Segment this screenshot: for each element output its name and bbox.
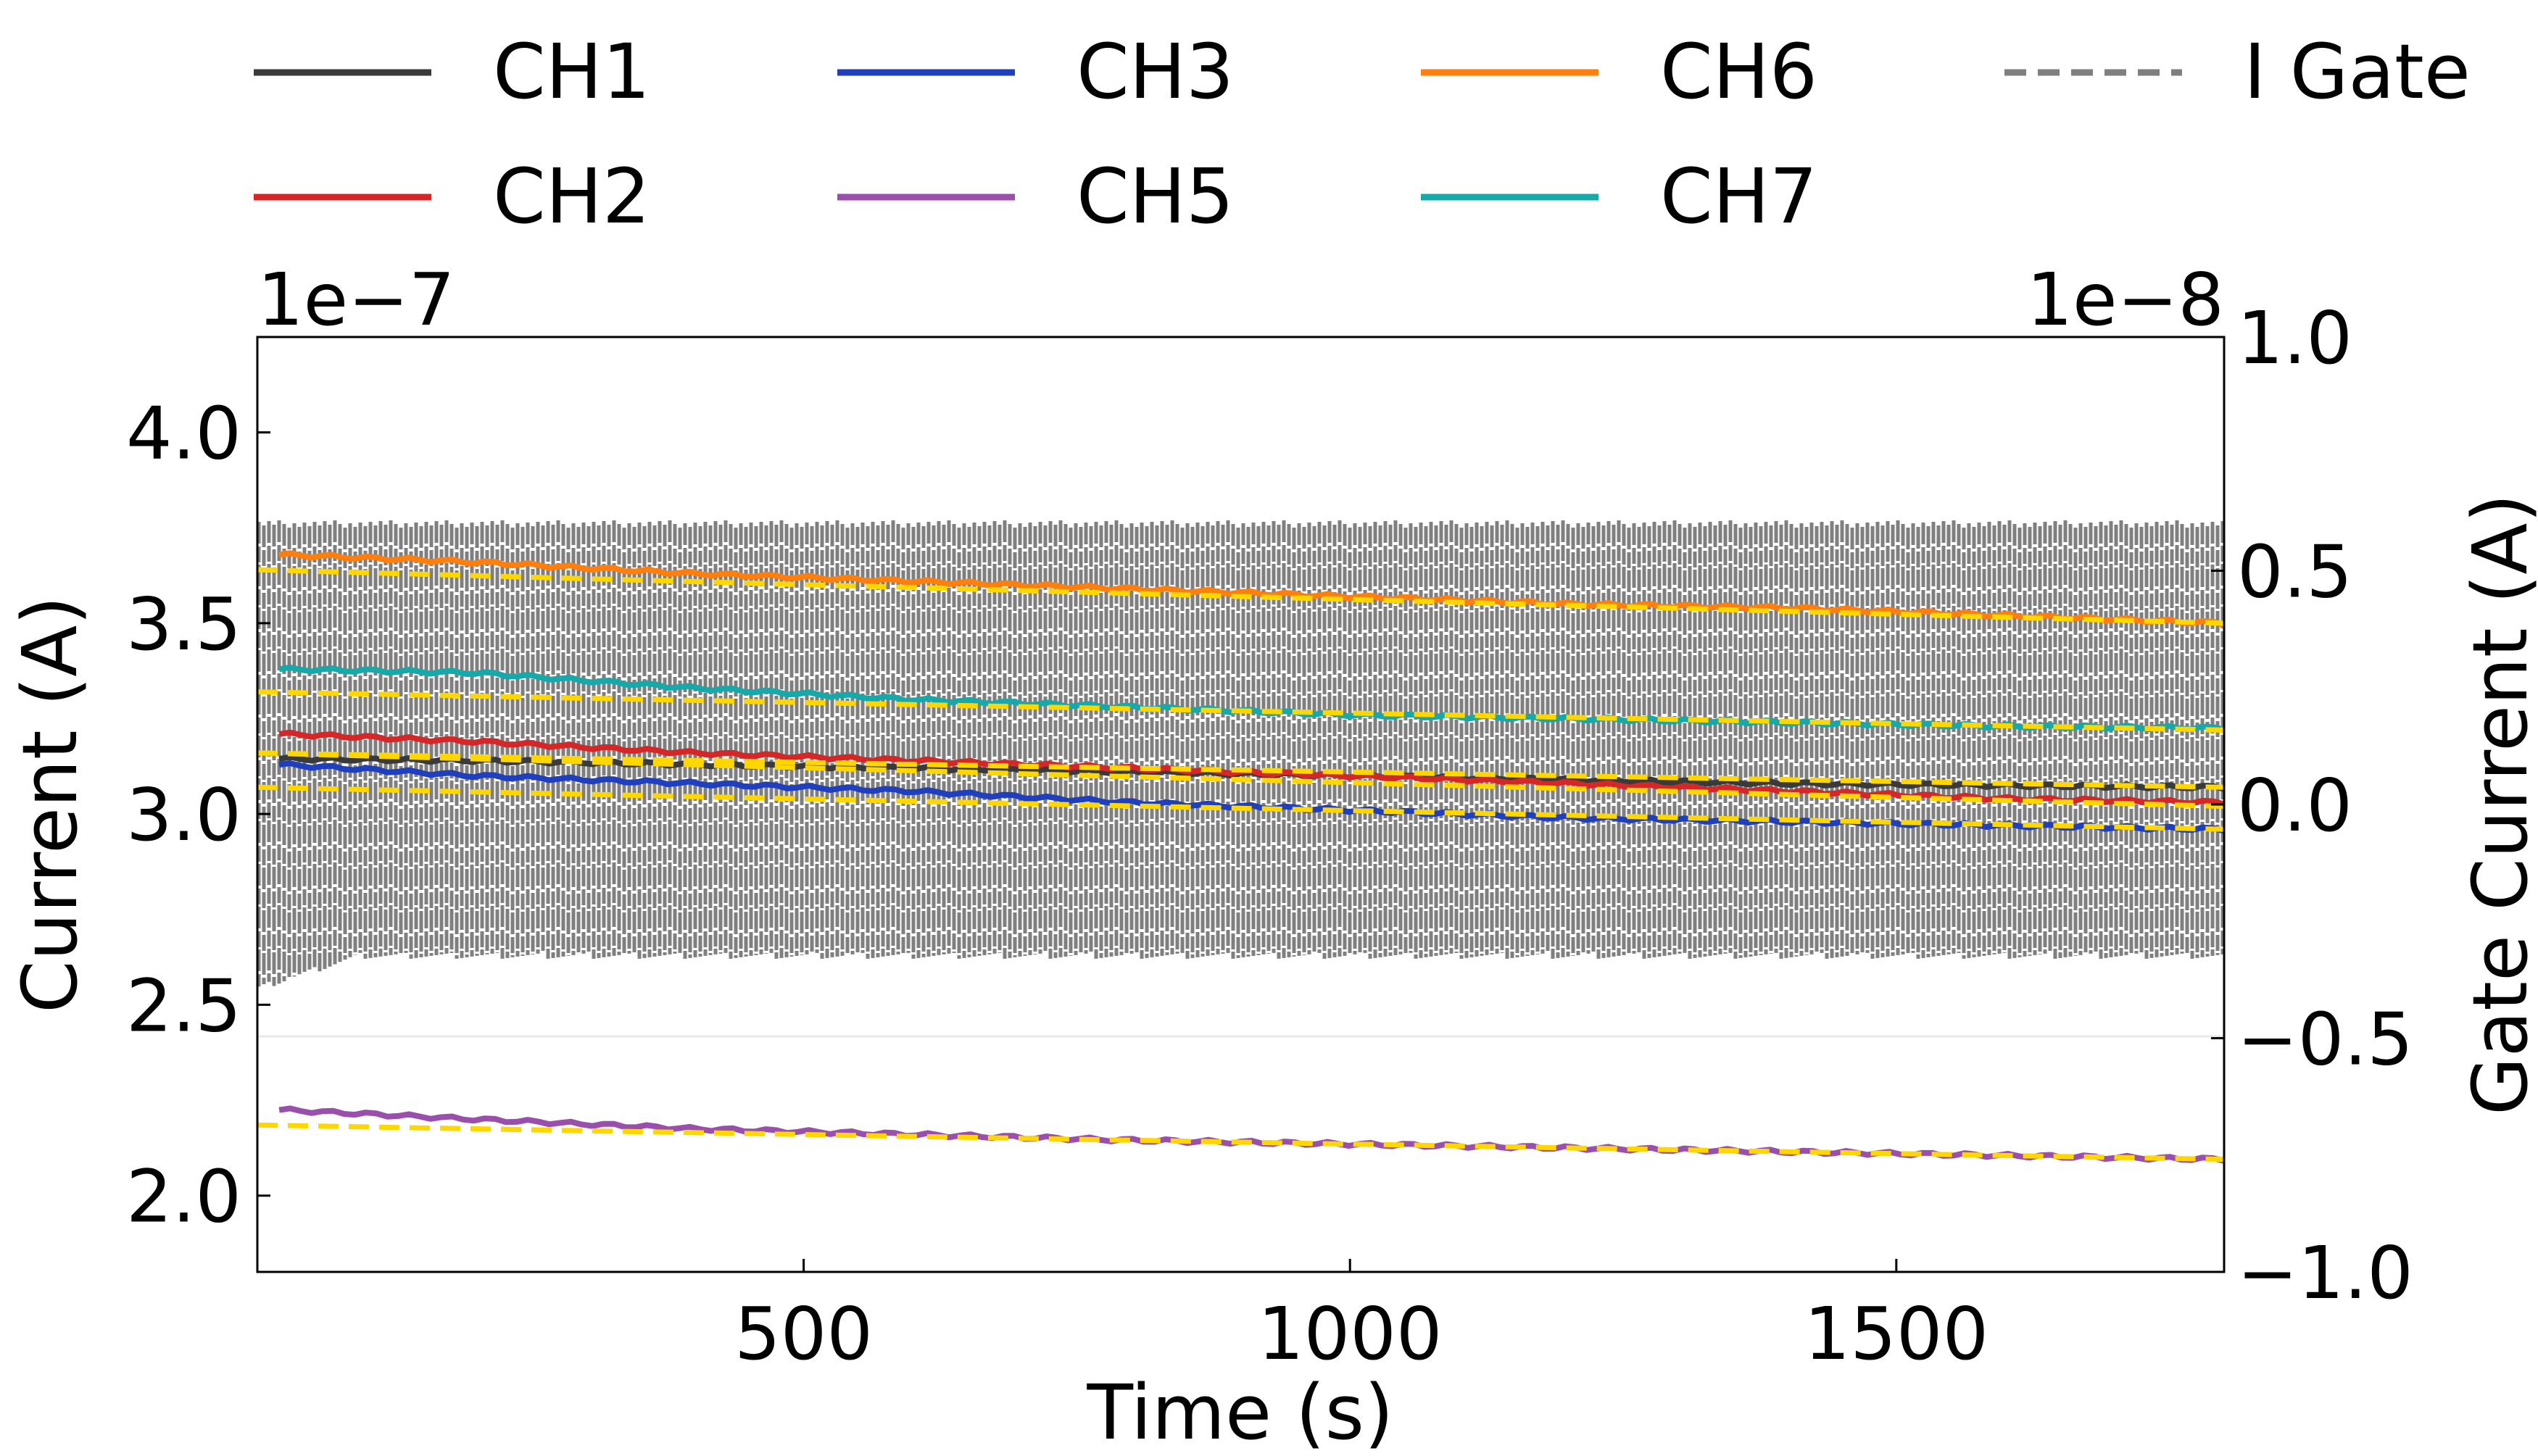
y-tick-label-4.0: 4.0 [126,391,241,476]
y-axis-label: Current (A) [6,596,94,1013]
legend-label-ch6: CH6 [1660,28,1817,116]
fit-line-ch1 [257,750,2224,790]
y2-tick-label--1: −1.0 [2237,1231,2413,1315]
legend-entry-ch5: CH5 [837,152,1234,241]
legend-entry-igate: I Gate [2004,28,2471,116]
left-axis-multiplier: 1e−7 [257,257,455,342]
x-axis-ticks: 500 1000 1500 [734,1259,1988,1376]
y2-tick-label-0.5: 0.5 [2237,530,2352,615]
y2-axis-label: Gate Current (A) [2456,494,2538,1115]
y-tick-label-3.5: 3.5 [126,582,241,667]
fit-line-ch6 [257,567,2224,626]
y2-tick-label--0.5: −0.5 [2237,997,2413,1082]
y-tick-label-2.0: 2.0 [126,1155,241,1239]
y2-tick-label-0: 0.0 [2237,763,2352,848]
fit-line-ch7 [257,689,2224,733]
legend-label-ch2: CH2 [493,152,650,241]
legend-label-igate: I Gate [2244,28,2471,116]
plot-area [257,520,2224,1164]
y-tick-label-2.5: 2.5 [126,963,241,1048]
fit-line-ch5 [257,1122,2224,1162]
y-tick-label-3.0: 3.0 [126,773,241,857]
series-line-ch6 [278,550,2224,628]
x-tick-label-1500: 1500 [1804,1291,1989,1376]
fit-line-ch2 [257,750,2224,810]
right-axis-multiplier: 1e−8 [2026,257,2224,342]
legend-label-ch5: CH5 [1077,152,1234,241]
x-tick-label-1000: 1000 [1258,1291,1443,1376]
legend-entry-ch1: CH1 [254,28,650,116]
legend-entry-ch6: CH6 [1421,28,1817,116]
legend-label-ch3: CH3 [1077,28,1234,116]
y2-tick-label-1: 1.0 [2237,296,2352,380]
fit-lines [257,567,2224,1162]
legend-entry-ch3: CH3 [837,28,1234,116]
x-tick-label-500: 500 [734,1291,873,1376]
x-axis-label: Time (s) [1087,1368,1394,1456]
legend-entry-ch7: CH7 [1421,152,1817,241]
legend-entry-ch2: CH2 [254,152,650,241]
fit-line-ch3 [257,784,2224,832]
legend-label-ch1: CH1 [493,28,650,116]
series-line-ch3 [278,760,2224,834]
plot-frame [256,336,2226,1273]
legend-label-ch7: CH7 [1660,152,1817,241]
y2-axis-ticks: −1.0 −0.5 0.0 0.5 1.0 [2211,296,2413,1315]
y-axis-ticks: 2.0 2.5 3.0 3.5 4.0 [126,391,270,1239]
legend: CH1 CH2 CH3 CH5 CH6 CH7 I Gate [254,28,2471,241]
